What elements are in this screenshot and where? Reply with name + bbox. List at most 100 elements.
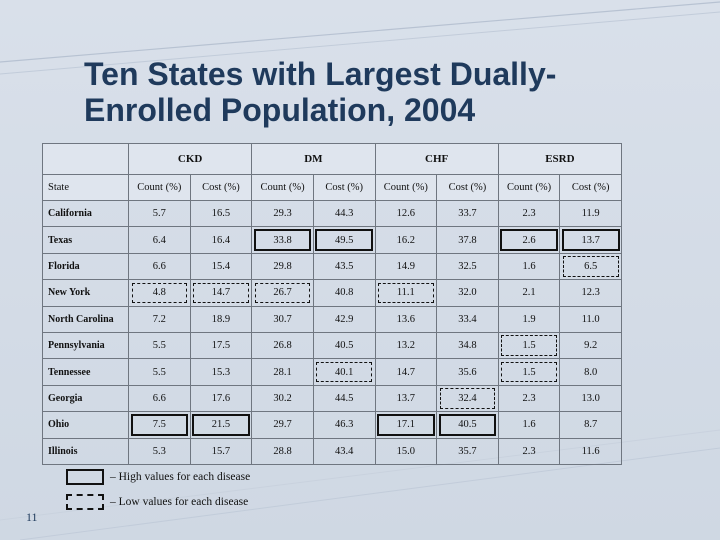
- table-row: Tennessee 5.5 15.3 28.1 40.1 14.7 35.6 1.5 8.0: [42, 358, 622, 386]
- value-cell: 32.5: [436, 252, 499, 281]
- value-cell: 14.7: [189, 279, 253, 307]
- value-cell: 5.7: [128, 199, 191, 228]
- value-cell: 44.5: [312, 384, 376, 413]
- value-cell: 16.5: [189, 199, 253, 228]
- value-cell: 28.1: [251, 358, 314, 386]
- column-header: Cost (%): [312, 174, 376, 201]
- table-row: California 5.7 16.5 29.3 44.3 12.6 33.7 2.3 11.9: [42, 199, 622, 228]
- state-name-cell: Tennessee: [42, 358, 129, 386]
- value-cell: 11.6: [559, 437, 622, 465]
- state-name-cell: California: [42, 199, 129, 228]
- table-row: New York 4.8 14.7 26.7 40.8 11.1 32.0 2.1 12.3: [42, 279, 622, 307]
- value-cell: 17.1: [374, 411, 438, 439]
- slide-title: Ten States with Largest Dually- Enrolled…: [84, 56, 556, 128]
- value-cell: 1.5: [497, 358, 561, 386]
- value-cell: 14.9: [374, 252, 438, 281]
- value-cell: 9.2: [559, 331, 622, 360]
- value-cell: 17.6: [189, 384, 253, 413]
- value-cell: 32.0: [436, 279, 499, 307]
- column-header: Count (%): [128, 174, 191, 201]
- value-cell: 1.5: [497, 331, 561, 360]
- value-cell: 5.5: [128, 331, 191, 360]
- slide-title-line-2: Enrolled Population, 2004: [84, 92, 476, 128]
- value-cell: 6.5: [559, 252, 622, 281]
- value-cell: 21.5: [189, 411, 253, 439]
- value-cell: 8.0: [559, 358, 622, 386]
- value-cell: 32.4: [436, 384, 499, 413]
- column-header: Count (%): [497, 174, 561, 201]
- value-cell: 33.8: [251, 226, 314, 254]
- group-header-row: CKD DM CHF ESRD: [42, 143, 623, 175]
- group-header-ckd: CKD: [127, 143, 253, 175]
- value-cell: 5.5: [128, 358, 191, 386]
- value-cell: 35.7: [436, 437, 499, 465]
- value-cell: 40.5: [312, 331, 376, 360]
- table-row: Florida 6.6 15.4 29.8 43.5 14.9 32.5 1.6 6.5: [42, 252, 622, 281]
- value-cell: 26.7: [251, 279, 314, 307]
- low-value-swatch: [66, 494, 104, 510]
- state-name-cell: New York: [42, 279, 129, 307]
- column-header: State: [42, 174, 129, 201]
- column-header: Cost (%): [559, 174, 622, 201]
- value-cell: 1.6: [497, 411, 561, 439]
- column-header: Count (%): [251, 174, 314, 201]
- value-cell: 13.7: [374, 384, 438, 413]
- state-name-cell: North Carolina: [42, 305, 129, 333]
- value-cell: 1.9: [497, 305, 561, 333]
- value-cell: 11.0: [559, 305, 622, 333]
- value-cell: 33.4: [436, 305, 499, 333]
- group-header-esrd: ESRD: [497, 143, 623, 175]
- table-row: Pennsylvania 5.5 17.5 26.8 40.5 13.2 34.8 1.5 9.…: [42, 331, 622, 360]
- table-body: California 5.7 16.5 29.3 44.3 12.6 33.7 2.3 11.9…: [42, 199, 622, 465]
- column-header: Count (%): [374, 174, 438, 201]
- value-cell: 13.0: [559, 384, 622, 413]
- value-cell: 49.5: [312, 226, 376, 254]
- legend-high: – High values for each disease: [66, 469, 250, 485]
- value-cell: 37.8: [436, 226, 499, 254]
- value-cell: 2.3: [497, 437, 561, 465]
- value-cell: 11.1: [374, 279, 438, 307]
- value-cell: 46.3: [312, 411, 376, 439]
- slide-title-line-1: Ten States with Largest Dually-: [84, 56, 557, 92]
- legend-low: – Low values for each disease: [66, 494, 248, 510]
- value-cell: 15.3: [189, 358, 253, 386]
- table-row: Ohio 7.5 21.5 29.7 46.3 17.1 40.5 1.6 8.7: [42, 411, 622, 439]
- value-cell: 13.6: [374, 305, 438, 333]
- value-cell: 6.4: [128, 226, 191, 254]
- group-header-blank: [42, 143, 129, 175]
- value-cell: 13.2: [374, 331, 438, 360]
- value-cell: 12.6: [374, 199, 438, 228]
- value-cell: 16.2: [374, 226, 438, 254]
- value-cell: 40.1: [312, 358, 376, 386]
- table-row: Texas 6.4 16.4 33.8 49.5 16.2 37.8 2.6 13.7: [42, 226, 622, 254]
- column-header-row: State Count (%) Cost (%) Count (%) Cost (%) C…: [42, 174, 622, 201]
- value-cell: 6.6: [128, 384, 191, 413]
- value-cell: 4.8: [128, 279, 191, 307]
- state-name-cell: Ohio: [42, 411, 129, 439]
- value-cell: 11.9: [559, 199, 622, 228]
- value-cell: 34.8: [436, 331, 499, 360]
- value-cell: 29.3: [251, 199, 314, 228]
- value-cell: 5.3: [128, 437, 191, 465]
- page-number: 11: [26, 510, 38, 524]
- value-cell: 15.0: [374, 437, 438, 465]
- group-header-chf: CHF: [374, 143, 499, 175]
- value-cell: 2.6: [497, 226, 561, 254]
- value-cell: 7.5: [128, 411, 191, 439]
- column-header: Cost (%): [436, 174, 499, 201]
- value-cell: 30.2: [251, 384, 314, 413]
- value-cell: 42.9: [312, 305, 376, 333]
- value-cell: 18.9: [189, 305, 253, 333]
- value-cell: 2.1: [497, 279, 561, 307]
- state-name-cell: Georgia: [42, 384, 129, 413]
- state-name-cell: Illinois: [42, 437, 129, 465]
- value-cell: 12.3: [559, 279, 622, 307]
- value-cell: 17.5: [189, 331, 253, 360]
- group-header-dm: DM: [251, 143, 376, 175]
- value-cell: 13.7: [559, 226, 622, 254]
- column-header: Cost (%): [189, 174, 253, 201]
- value-cell: 14.7: [374, 358, 438, 386]
- value-cell: 40.8: [312, 279, 376, 307]
- enrollment-table: CKD DM CHF ESRD State Count (%) Cost (%) Co…: [42, 143, 623, 465]
- value-cell: 30.7: [251, 305, 314, 333]
